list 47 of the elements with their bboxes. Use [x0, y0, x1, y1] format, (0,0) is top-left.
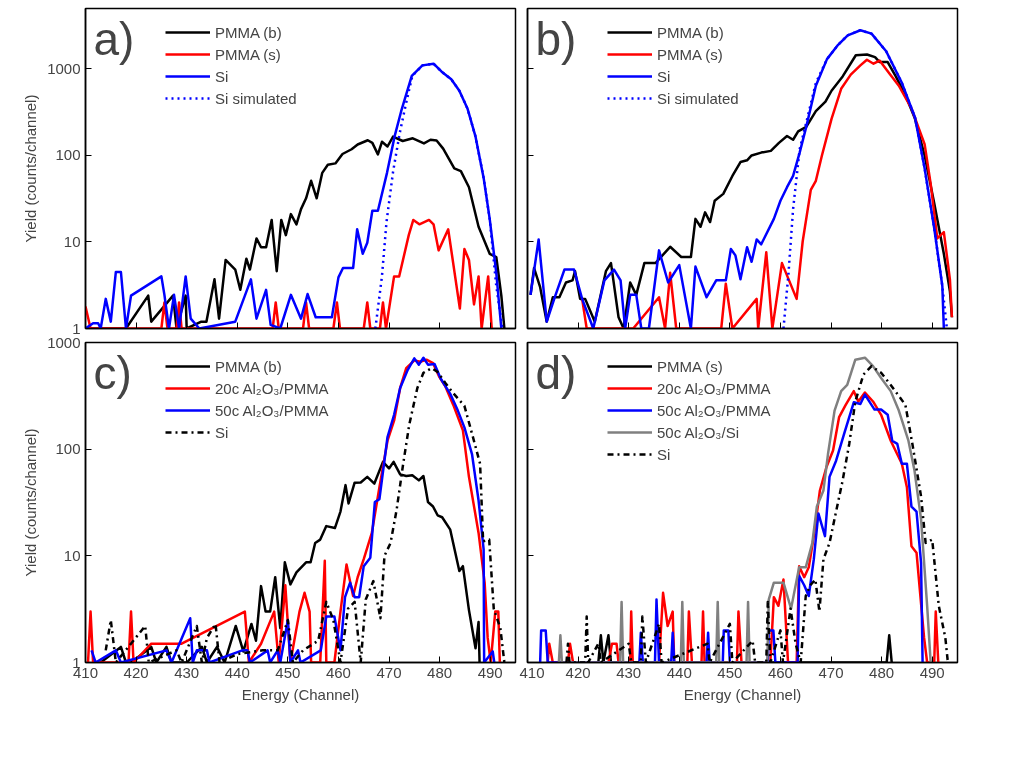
- legend-label: PMMA (s): [657, 44, 723, 64]
- legend-label: PMMA (b): [657, 22, 724, 42]
- x-tick-label: 480: [427, 663, 453, 681]
- x-tick-label: 430: [174, 663, 200, 681]
- x-tick-label: 490: [919, 663, 945, 681]
- y-tick-label: 10: [63, 546, 81, 564]
- legend-label: PMMA (b): [215, 22, 282, 42]
- annotation: d): [535, 346, 577, 399]
- y-tick-label: 100: [55, 440, 81, 458]
- y-tick-label: 1000: [47, 59, 81, 77]
- x-tick-label: 470: [818, 663, 844, 681]
- x-tick-label: 470: [376, 663, 402, 681]
- legend-label: PMMA (s): [215, 44, 281, 64]
- x-tick-label: 450: [717, 663, 743, 681]
- x-tick-label: 420: [565, 663, 591, 681]
- x-tick-label: 460: [325, 663, 351, 681]
- x-tick-label: 440: [224, 663, 250, 681]
- x-tick-label: 480: [869, 663, 895, 681]
- x-tick-label: 440: [666, 663, 692, 681]
- legend-label: Si: [215, 66, 230, 86]
- y-tick-label: 10: [63, 232, 81, 250]
- legend-label: Si: [215, 422, 230, 442]
- legend-label: Si simulated: [657, 88, 739, 108]
- y-axis-title: Yield (counts/channel): [22, 428, 40, 577]
- x-tick-label: 410: [519, 663, 545, 681]
- annotation: b): [535, 12, 577, 65]
- x-tick-label: 450: [275, 663, 301, 681]
- x-tick-label: 430: [616, 663, 642, 681]
- x-axis-title: Energy (Channel): [683, 685, 802, 703]
- y-axis-title: Yield (counts/channel): [22, 94, 40, 243]
- x-tick-label: 420: [123, 663, 149, 681]
- legend-label: 20c Al₂O₃/PMMA: [657, 378, 771, 398]
- x-tick-label: 460: [767, 663, 793, 681]
- legend-label: PMMA (b): [215, 356, 282, 376]
- legend-label: 50c Al₂O₃/Si: [657, 422, 739, 442]
- legend-label: Si: [657, 444, 672, 464]
- legend-label: 20c Al₂O₃/PMMA: [215, 378, 329, 398]
- legend-label: 50c Al₂O₃/PMMA: [657, 400, 771, 420]
- annotation: c): [93, 346, 132, 399]
- legend-label: 50c Al₂O₃/PMMA: [215, 400, 329, 420]
- x-axis-title: Energy (Channel): [241, 685, 360, 703]
- annotation: a): [93, 12, 135, 65]
- legend-label: Si simulated: [215, 88, 297, 108]
- legend-label: PMMA (s): [657, 356, 723, 376]
- y-tick-label: 100: [55, 146, 81, 164]
- legend-label: Si: [657, 66, 672, 86]
- x-tick-label: 490: [477, 663, 503, 681]
